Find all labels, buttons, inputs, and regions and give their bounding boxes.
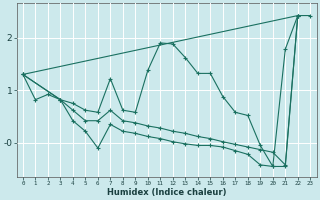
X-axis label: Humidex (Indice chaleur): Humidex (Indice chaleur): [107, 188, 226, 197]
